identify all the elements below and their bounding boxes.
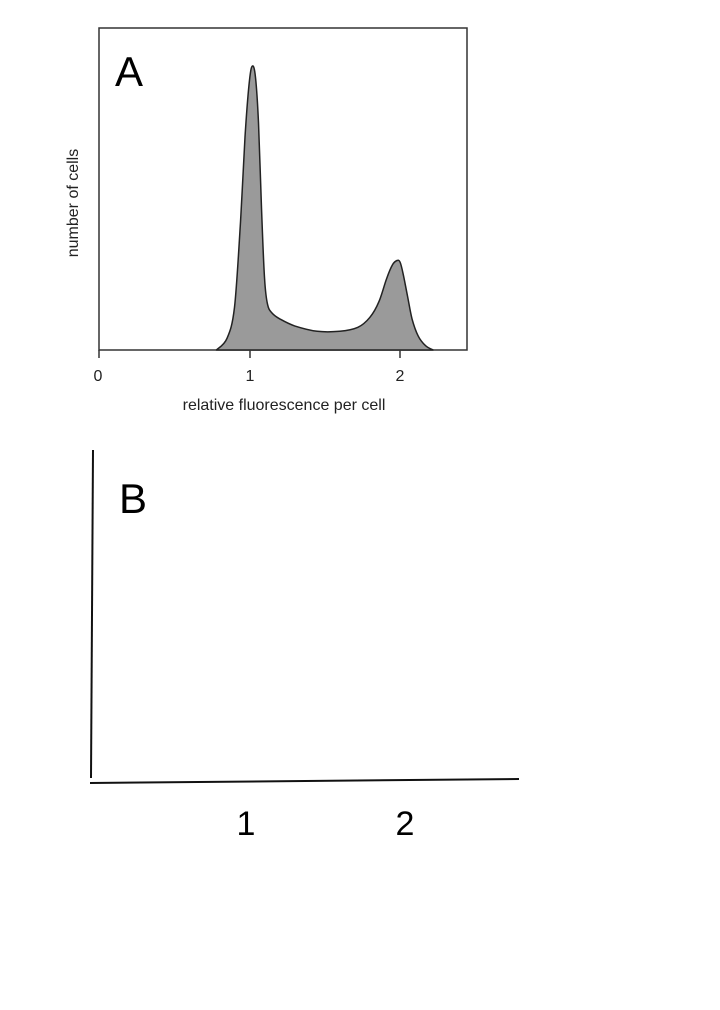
panel-a-x-ticks: 0 1 2 (94, 350, 405, 385)
x-tick-label-1: 1 (246, 368, 255, 385)
panel-b-y-axis (90, 449, 94, 779)
panel-a-plot-frame (98, 27, 468, 351)
panel-b-x-axis (89, 778, 520, 784)
panel-a-label: A (115, 48, 143, 95)
x-tick-label-0: 0 (94, 368, 103, 385)
x-tick-label-2: 2 (396, 368, 405, 385)
panel-a-density-area (215, 65, 434, 351)
panel-b-label: B (119, 475, 147, 522)
panel-b-x-tick-label-1: 1 (237, 805, 256, 843)
panel-b: B 1 2 (89, 449, 520, 843)
panel-a-y-axis-label: number of cells (65, 149, 82, 258)
panel-a: A 0 1 2 relative fluorescence per cell n… (65, 27, 468, 414)
panel-a-x-axis-label: relative fluorescence per cell (183, 397, 386, 414)
panel-b-x-tick-label-2: 2 (396, 805, 415, 843)
